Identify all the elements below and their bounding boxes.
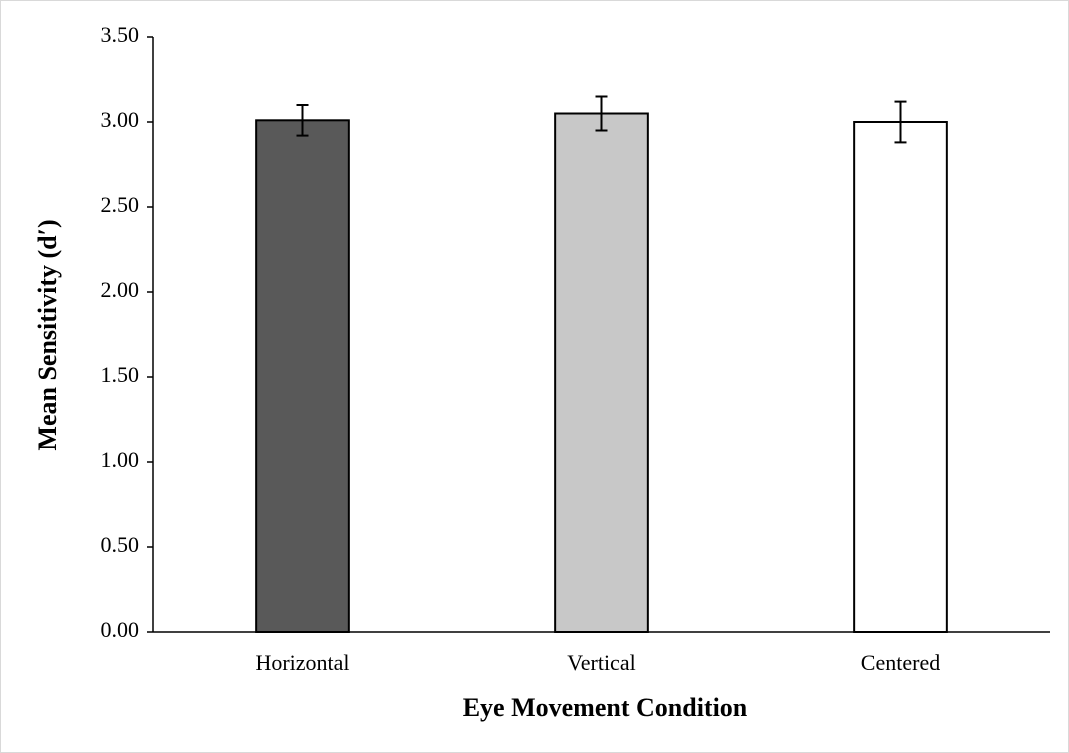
y-tick-label: 2.00 [101, 277, 140, 302]
y-tick-label: 2.50 [101, 192, 140, 217]
bar [853, 121, 948, 633]
x-axis-title: Eye Movement Condition [463, 693, 748, 722]
error-bar [894, 100, 907, 144]
error-bar [595, 95, 608, 132]
x-tick-label: Vertical [567, 650, 635, 675]
error-bar [296, 104, 309, 137]
x-tick-label: Centered [861, 650, 940, 675]
x-tick-label: Horizontal [255, 650, 349, 675]
y-tick-label: 1.50 [101, 362, 140, 387]
bar [255, 119, 350, 634]
y-tick-label: 3.00 [101, 107, 140, 132]
y-tick-label: 0.50 [101, 532, 140, 557]
bar [554, 112, 649, 633]
y-axis-title: Mean Sensitivity (d′) [33, 219, 62, 450]
y-tick-label: 0.00 [101, 617, 140, 642]
y-tick-label: 3.50 [101, 22, 140, 47]
y-tick-label: 1.00 [101, 447, 140, 472]
